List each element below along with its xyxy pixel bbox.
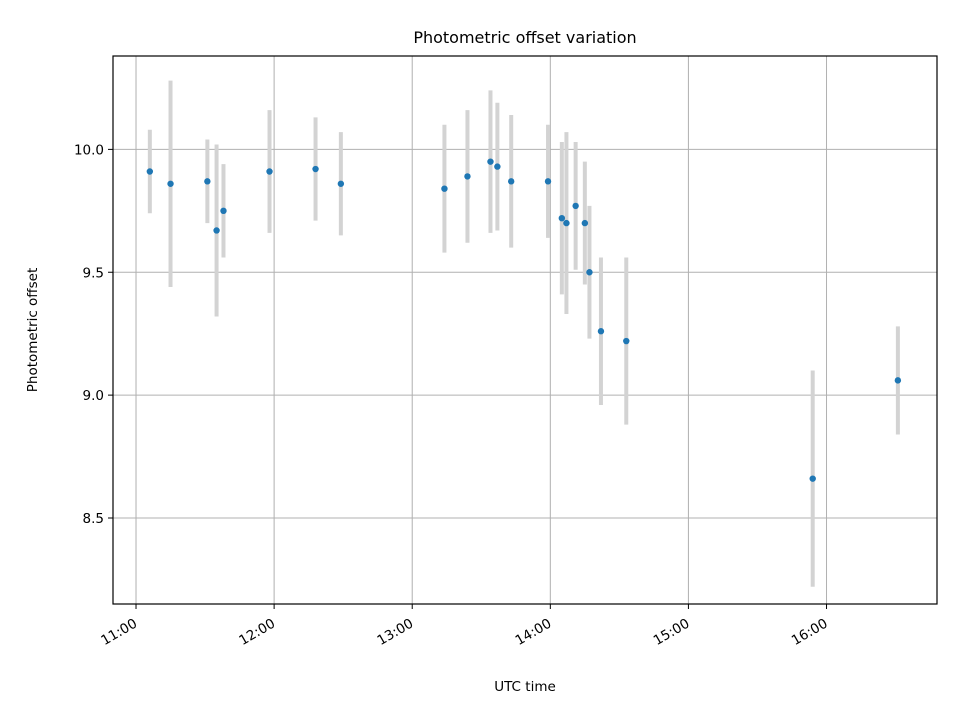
data-point (220, 207, 227, 215)
data-point (266, 168, 273, 175)
data-point (581, 219, 589, 227)
data-point (544, 178, 552, 185)
grid (113, 56, 937, 604)
chart-title: Photometric offset variation (413, 28, 636, 47)
data-point (507, 178, 515, 185)
data-point (441, 185, 448, 192)
y-tick-label: 9.5 (83, 265, 104, 281)
y-tick-label: 10.0 (74, 142, 104, 158)
data-point (146, 168, 154, 175)
data-point (809, 475, 816, 482)
data-point (586, 269, 593, 276)
data-point (572, 202, 579, 210)
y-axis-label: Photometric offset (25, 268, 41, 392)
data-point (563, 219, 570, 227)
data-point (494, 163, 501, 170)
data-point (558, 214, 566, 222)
data-point (167, 180, 174, 187)
data-point (312, 165, 319, 173)
data-points (146, 158, 902, 482)
x-axis-label: UTC time (494, 679, 556, 695)
data-point (204, 178, 211, 185)
y-tick-label: 9.0 (83, 388, 104, 404)
plot-frame (112, 55, 938, 605)
y-tick-label: 8.5 (83, 511, 104, 527)
data-point (487, 158, 494, 165)
data-point (337, 180, 345, 187)
data-point (894, 377, 902, 384)
data-point (597, 328, 605, 335)
data-point (213, 227, 220, 234)
data-point (623, 337, 630, 345)
data-point (464, 173, 471, 180)
